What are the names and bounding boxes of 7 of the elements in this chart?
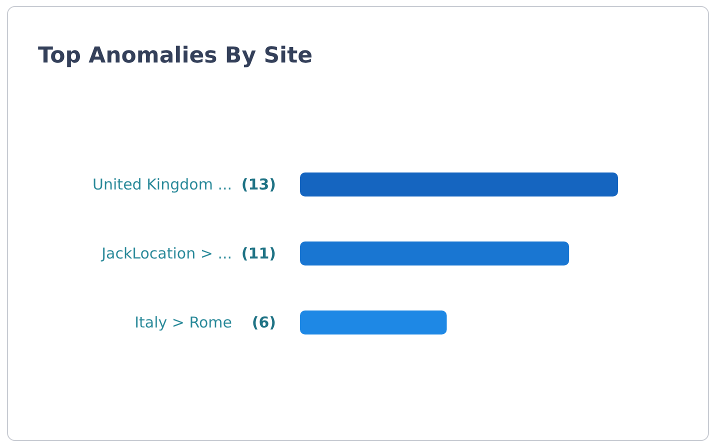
y-tick-label: JackLocation > ... xyxy=(100,244,232,262)
data-label: (6) xyxy=(252,314,276,332)
data-label: (11) xyxy=(241,244,276,262)
y-tick-label: United Kingdom ... xyxy=(92,176,232,194)
y-tick-label: Italy > Rome xyxy=(134,314,232,332)
chart-title: Top Anomalies By Site xyxy=(38,44,313,68)
data-label: (13) xyxy=(241,176,276,194)
